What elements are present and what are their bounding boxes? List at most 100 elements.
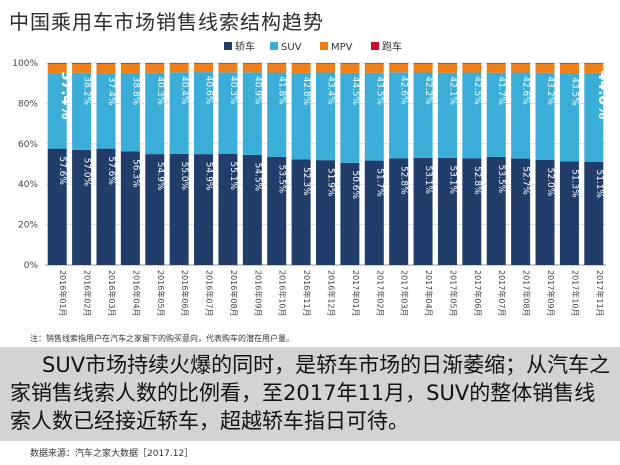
bar-segment-sedan [413,157,433,265]
data-label-suv: 42.8% [301,77,311,106]
bar-segment-sedan [462,158,482,265]
bar-segment-mpv [218,63,238,73]
x-tick-label: 2016年04月 [131,270,141,317]
bar-segment-suv [194,72,214,155]
bar-segment-sports [72,63,92,64]
y-tick-label: 0% [24,261,39,271]
bar-segment-sedan [511,158,531,265]
bar-segment-suv [96,73,116,149]
bar-segment-suv [437,72,457,158]
data-label-suv: 44.5% [350,77,360,106]
bar-segment-mpv [437,63,457,73]
data-label-suv: 40.4% [179,76,189,105]
bar-segment-sedan [145,154,165,265]
data-label-suv: 37.4% [58,71,74,120]
bar-segment-suv [242,72,262,155]
data-label-suv: 43.5% [569,77,579,106]
bar-segment-sports [194,63,214,64]
data-label-sedan: 54.9% [155,162,165,191]
bar-segment-suv [584,72,604,162]
data-label-suv: 43.2% [545,76,555,105]
y-tick-label: 20% [18,221,38,231]
data-label-sedan: 52.8% [472,166,482,195]
bar-segment-sports [169,63,189,64]
bar-segment-mpv [413,63,433,73]
data-label-sedan: 51.9% [326,168,336,197]
bar-segment-sports [291,63,311,64]
bar-segment-sedan [340,162,360,265]
bar-segment-sports [486,63,506,64]
bar-segment-suv [535,72,555,160]
bar-segment-suv [267,72,287,157]
data-label-sedan: 54.9% [204,162,214,191]
bar-segment-sports [316,63,335,64]
data-label-sedan: 51.1% [594,169,604,198]
x-tick-label: 2016年06月 [180,270,190,317]
data-label-sedan: 51.3% [569,169,579,198]
x-tick-label: 2017年03月 [400,270,410,317]
bar-segment-suv [340,72,360,163]
legend-swatch [224,42,232,50]
data-label-suv: 40.3% [155,76,165,105]
data-label-suv: 42.5% [472,76,482,105]
data-label-sedan: 52.7% [521,166,531,195]
bar-segment-suv [72,72,92,150]
bar-segment-suv [291,72,311,160]
bar-segment-sports [364,63,384,64]
data-label-sedan: 57.6% [57,156,67,185]
data-label-suv: 43.5% [374,76,384,105]
legend-label: 轿车 [235,40,255,53]
x-tick-label: 2016年09月 [253,270,263,317]
data-label-sedan: 55.1% [228,161,238,190]
bar-segment-sedan [47,148,67,265]
data-label-suv: 41.7% [496,76,506,105]
x-tick-label: 2016年02月 [83,270,93,317]
x-tick-label: 2017年09月 [546,270,556,317]
stacked-bar-chart: 轿车 SUV MPV 跑车 0% 20% 40% 60% 80% 100% 57.6% 37.4% 20… [12,40,606,317]
bar-segment-sedan [242,154,262,265]
bar-segment-mpv [267,63,287,73]
data-label-suv: 38.8% [130,77,140,106]
bar-segment-mpv [169,63,189,73]
bar-segment-mpv [242,63,262,73]
bar-segment-sports [218,63,238,64]
legend-label: MPV [331,42,353,53]
bar-segment-sports [47,63,67,64]
data-label-suv: 40.3% [228,76,238,105]
x-tick-label: 2017年05月 [448,270,458,317]
bar-segment-sports [389,63,409,64]
bar-segment-sedan [218,153,238,265]
data-label-suv: 40.6% [204,76,214,105]
bar-segment-sedan [535,159,555,265]
bar-segment-suv [145,72,165,155]
bar-segment-sports [242,63,262,64]
bar-segment-mpv [584,63,604,73]
x-tick-label: 2017年06月 [473,270,483,317]
legend-label: SUV [281,42,302,53]
data-label-sedan: 53.1% [423,165,433,194]
x-tick-label: 2017年04月 [424,270,434,317]
data-label-suv: 42.1% [447,76,457,105]
x-tick-label: 2017年07月 [497,270,507,317]
bar-segment-suv [218,72,238,154]
legend-swatch [270,42,278,50]
bar-segment-mpv [511,63,531,73]
data-label-sedan: 57.6% [106,156,116,185]
data-label-sedan: 52.0% [545,168,555,197]
bar-segment-mpv [316,63,335,73]
footnote: 注：销售线索指用户在汽车之家留下的购买意向，代表购车的潜在用户量。 [30,334,294,343]
bar-segment-mpv [389,63,409,73]
bar-segment-mpv [291,63,311,73]
bar-segment-suv [47,73,67,149]
bar-segment-mpv [486,63,506,73]
bar-segment-sports [559,63,579,64]
bar-segment-sports [437,63,457,64]
bar-segment-suv [511,72,531,159]
data-label-sedan: 52.8% [399,166,409,195]
bar-segment-sports [535,63,555,64]
bar-segment-suv [389,72,409,159]
data-source: 数据来源：汽车之家大数据［2017.12］ [30,449,194,459]
data-label-sedan: 54.5% [252,163,262,192]
bar-segment-mpv [96,63,116,74]
bar-segment-suv [169,72,189,154]
